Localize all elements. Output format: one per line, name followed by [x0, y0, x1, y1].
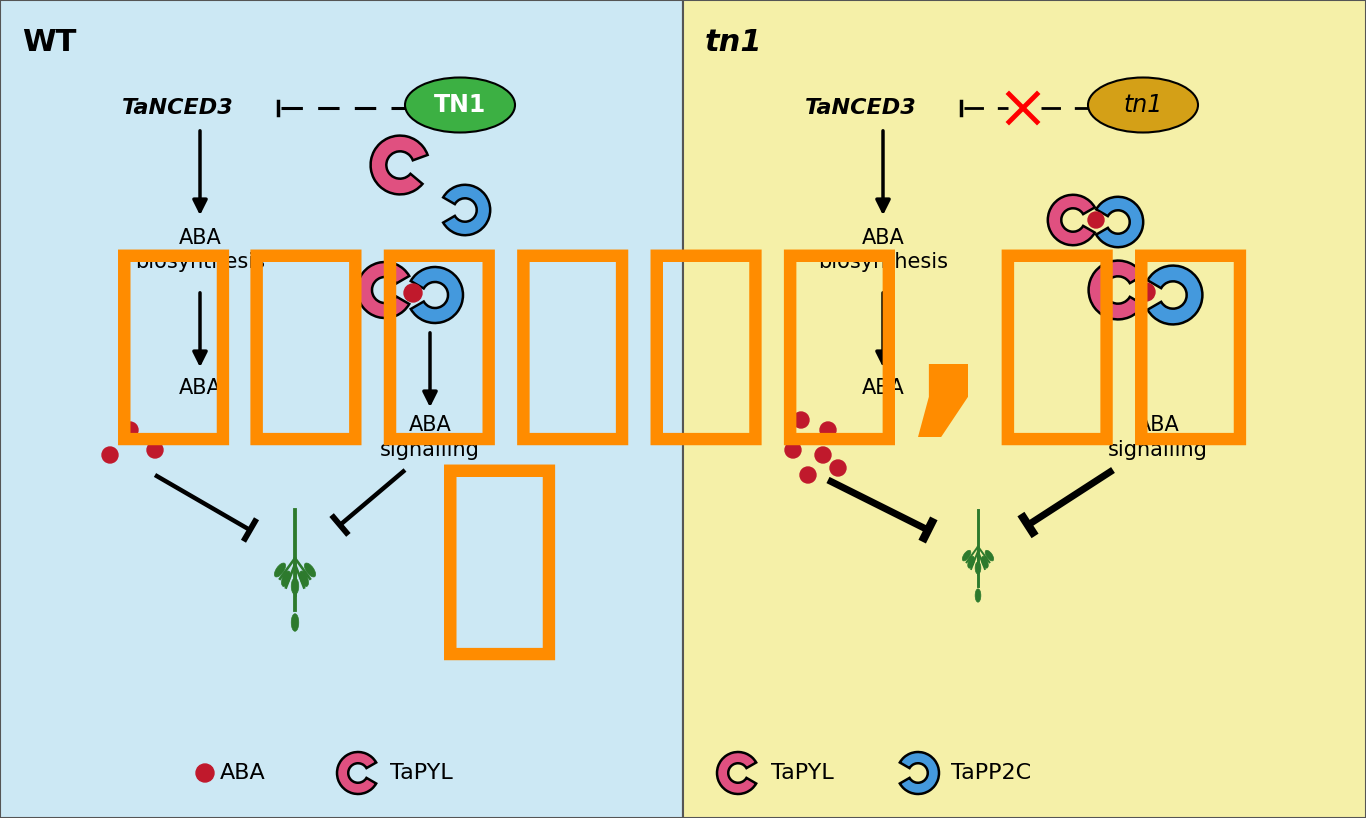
- Ellipse shape: [305, 563, 316, 577]
- Circle shape: [794, 412, 809, 428]
- Ellipse shape: [281, 571, 291, 587]
- Circle shape: [816, 447, 831, 463]
- Wedge shape: [900, 752, 938, 794]
- Ellipse shape: [1087, 78, 1198, 133]
- Wedge shape: [717, 752, 757, 794]
- Text: TaNCED3: TaNCED3: [805, 98, 917, 118]
- Ellipse shape: [975, 562, 981, 574]
- Text: biosynthesis: biosynthesis: [135, 252, 265, 272]
- Circle shape: [102, 447, 117, 463]
- Text: ABA: ABA: [1137, 415, 1179, 435]
- Bar: [0, 0, 683, 818]
- Text: signalling: signalling: [1108, 440, 1208, 460]
- Text: TaNCED3: TaNCED3: [122, 98, 234, 118]
- Text: TaPYL: TaPYL: [770, 763, 833, 783]
- Text: 科技行业资讯,科技: 科技行业资讯,科技: [108, 238, 1258, 452]
- Wedge shape: [337, 752, 376, 794]
- Circle shape: [800, 467, 816, 483]
- Wedge shape: [357, 262, 410, 318]
- Wedge shape: [411, 267, 463, 323]
- Text: ABA: ABA: [408, 415, 451, 435]
- Circle shape: [148, 442, 163, 458]
- Text: TaPP2C: TaPP2C: [951, 763, 1031, 783]
- Text: 行: 行: [433, 453, 567, 667]
- Text: tn1: tn1: [705, 28, 762, 57]
- Ellipse shape: [404, 78, 515, 133]
- Wedge shape: [1147, 266, 1202, 325]
- Text: ABA: ABA: [179, 378, 221, 398]
- Text: TaPYL: TaPYL: [391, 763, 452, 783]
- Ellipse shape: [985, 551, 993, 561]
- Ellipse shape: [291, 614, 299, 631]
- Wedge shape: [443, 185, 490, 236]
- Text: ABA: ABA: [179, 228, 221, 248]
- Wedge shape: [1089, 261, 1143, 319]
- Circle shape: [122, 422, 138, 438]
- Text: WT: WT: [22, 28, 76, 57]
- Circle shape: [1137, 283, 1156, 301]
- Bar: [683, 0, 1366, 818]
- Circle shape: [820, 422, 836, 438]
- Text: biosynthesis: biosynthesis: [818, 252, 948, 272]
- Ellipse shape: [963, 551, 971, 561]
- Circle shape: [195, 764, 214, 782]
- Ellipse shape: [291, 578, 299, 595]
- Ellipse shape: [275, 563, 285, 577]
- Ellipse shape: [981, 556, 988, 569]
- Text: tn1: tn1: [1123, 93, 1162, 117]
- Circle shape: [1087, 212, 1104, 228]
- Text: signalling: signalling: [380, 440, 479, 460]
- Circle shape: [404, 284, 422, 302]
- Circle shape: [831, 460, 846, 476]
- Wedge shape: [370, 136, 428, 195]
- Wedge shape: [1096, 197, 1143, 247]
- Text: TN1: TN1: [434, 93, 486, 117]
- Ellipse shape: [975, 589, 981, 602]
- Text: ABA: ABA: [862, 378, 904, 398]
- Ellipse shape: [299, 571, 309, 587]
- Text: ABA: ABA: [862, 228, 904, 248]
- Wedge shape: [1048, 195, 1094, 245]
- Ellipse shape: [967, 556, 974, 569]
- Circle shape: [785, 442, 800, 458]
- Text: ABA: ABA: [220, 763, 266, 783]
